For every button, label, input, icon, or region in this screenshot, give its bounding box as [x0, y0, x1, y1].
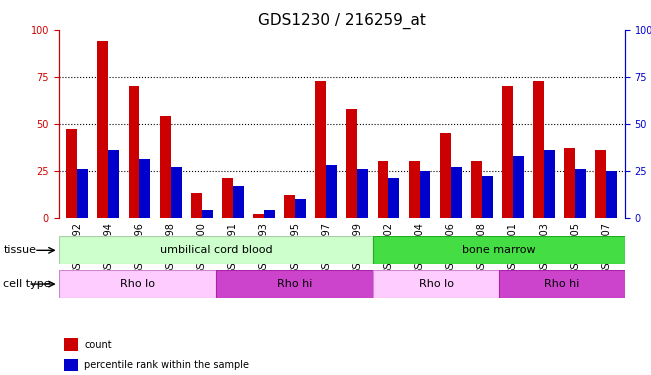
Text: Rho lo: Rho lo	[120, 279, 155, 289]
Bar	[409, 161, 420, 218]
Bar	[544, 150, 555, 217]
Text: Rho hi: Rho hi	[277, 279, 312, 289]
Bar	[59, 270, 216, 298]
Bar	[159, 116, 171, 218]
Bar	[222, 178, 233, 218]
Bar	[373, 236, 625, 264]
Text: umbilical cord blood: umbilical cord blood	[159, 245, 272, 255]
Bar	[533, 81, 544, 218]
Bar	[295, 199, 306, 217]
Bar	[216, 270, 373, 298]
Text: bone marrow: bone marrow	[462, 245, 536, 255]
Bar	[378, 161, 389, 218]
Bar	[191, 193, 202, 217]
Text: tissue: tissue	[3, 245, 36, 255]
Text: Rho lo: Rho lo	[419, 279, 454, 289]
Bar	[606, 171, 617, 217]
Bar	[108, 150, 119, 217]
Bar	[564, 148, 575, 217]
Bar	[77, 169, 88, 217]
Bar	[346, 109, 357, 217]
Bar	[253, 214, 264, 217]
Text: percentile rank within the sample: percentile rank within the sample	[84, 360, 249, 370]
Bar	[264, 210, 275, 218]
Bar	[373, 270, 499, 298]
Bar	[139, 159, 150, 218]
Bar	[596, 150, 606, 217]
Bar	[129, 86, 139, 218]
Bar	[171, 167, 182, 218]
Bar	[575, 169, 586, 217]
Bar	[482, 176, 493, 218]
Text: count: count	[84, 340, 112, 350]
Bar	[98, 41, 108, 218]
Bar	[450, 167, 462, 218]
Title: GDS1230 / 216259_at: GDS1230 / 216259_at	[258, 12, 426, 28]
Bar	[389, 178, 399, 218]
Bar	[440, 133, 450, 218]
Bar	[233, 186, 243, 218]
Bar	[64, 338, 78, 351]
Bar	[513, 156, 524, 218]
Bar	[66, 129, 77, 218]
Bar	[315, 81, 326, 218]
Text: Rho hi: Rho hi	[544, 279, 580, 289]
Bar	[499, 270, 625, 298]
Bar	[471, 161, 482, 218]
Bar	[357, 169, 368, 217]
Bar	[420, 171, 430, 217]
Bar	[502, 86, 513, 218]
Bar	[59, 236, 373, 264]
Bar	[202, 210, 213, 218]
Bar	[64, 358, 78, 371]
Bar	[284, 195, 295, 217]
Text: cell type: cell type	[3, 279, 51, 289]
Bar	[326, 165, 337, 218]
